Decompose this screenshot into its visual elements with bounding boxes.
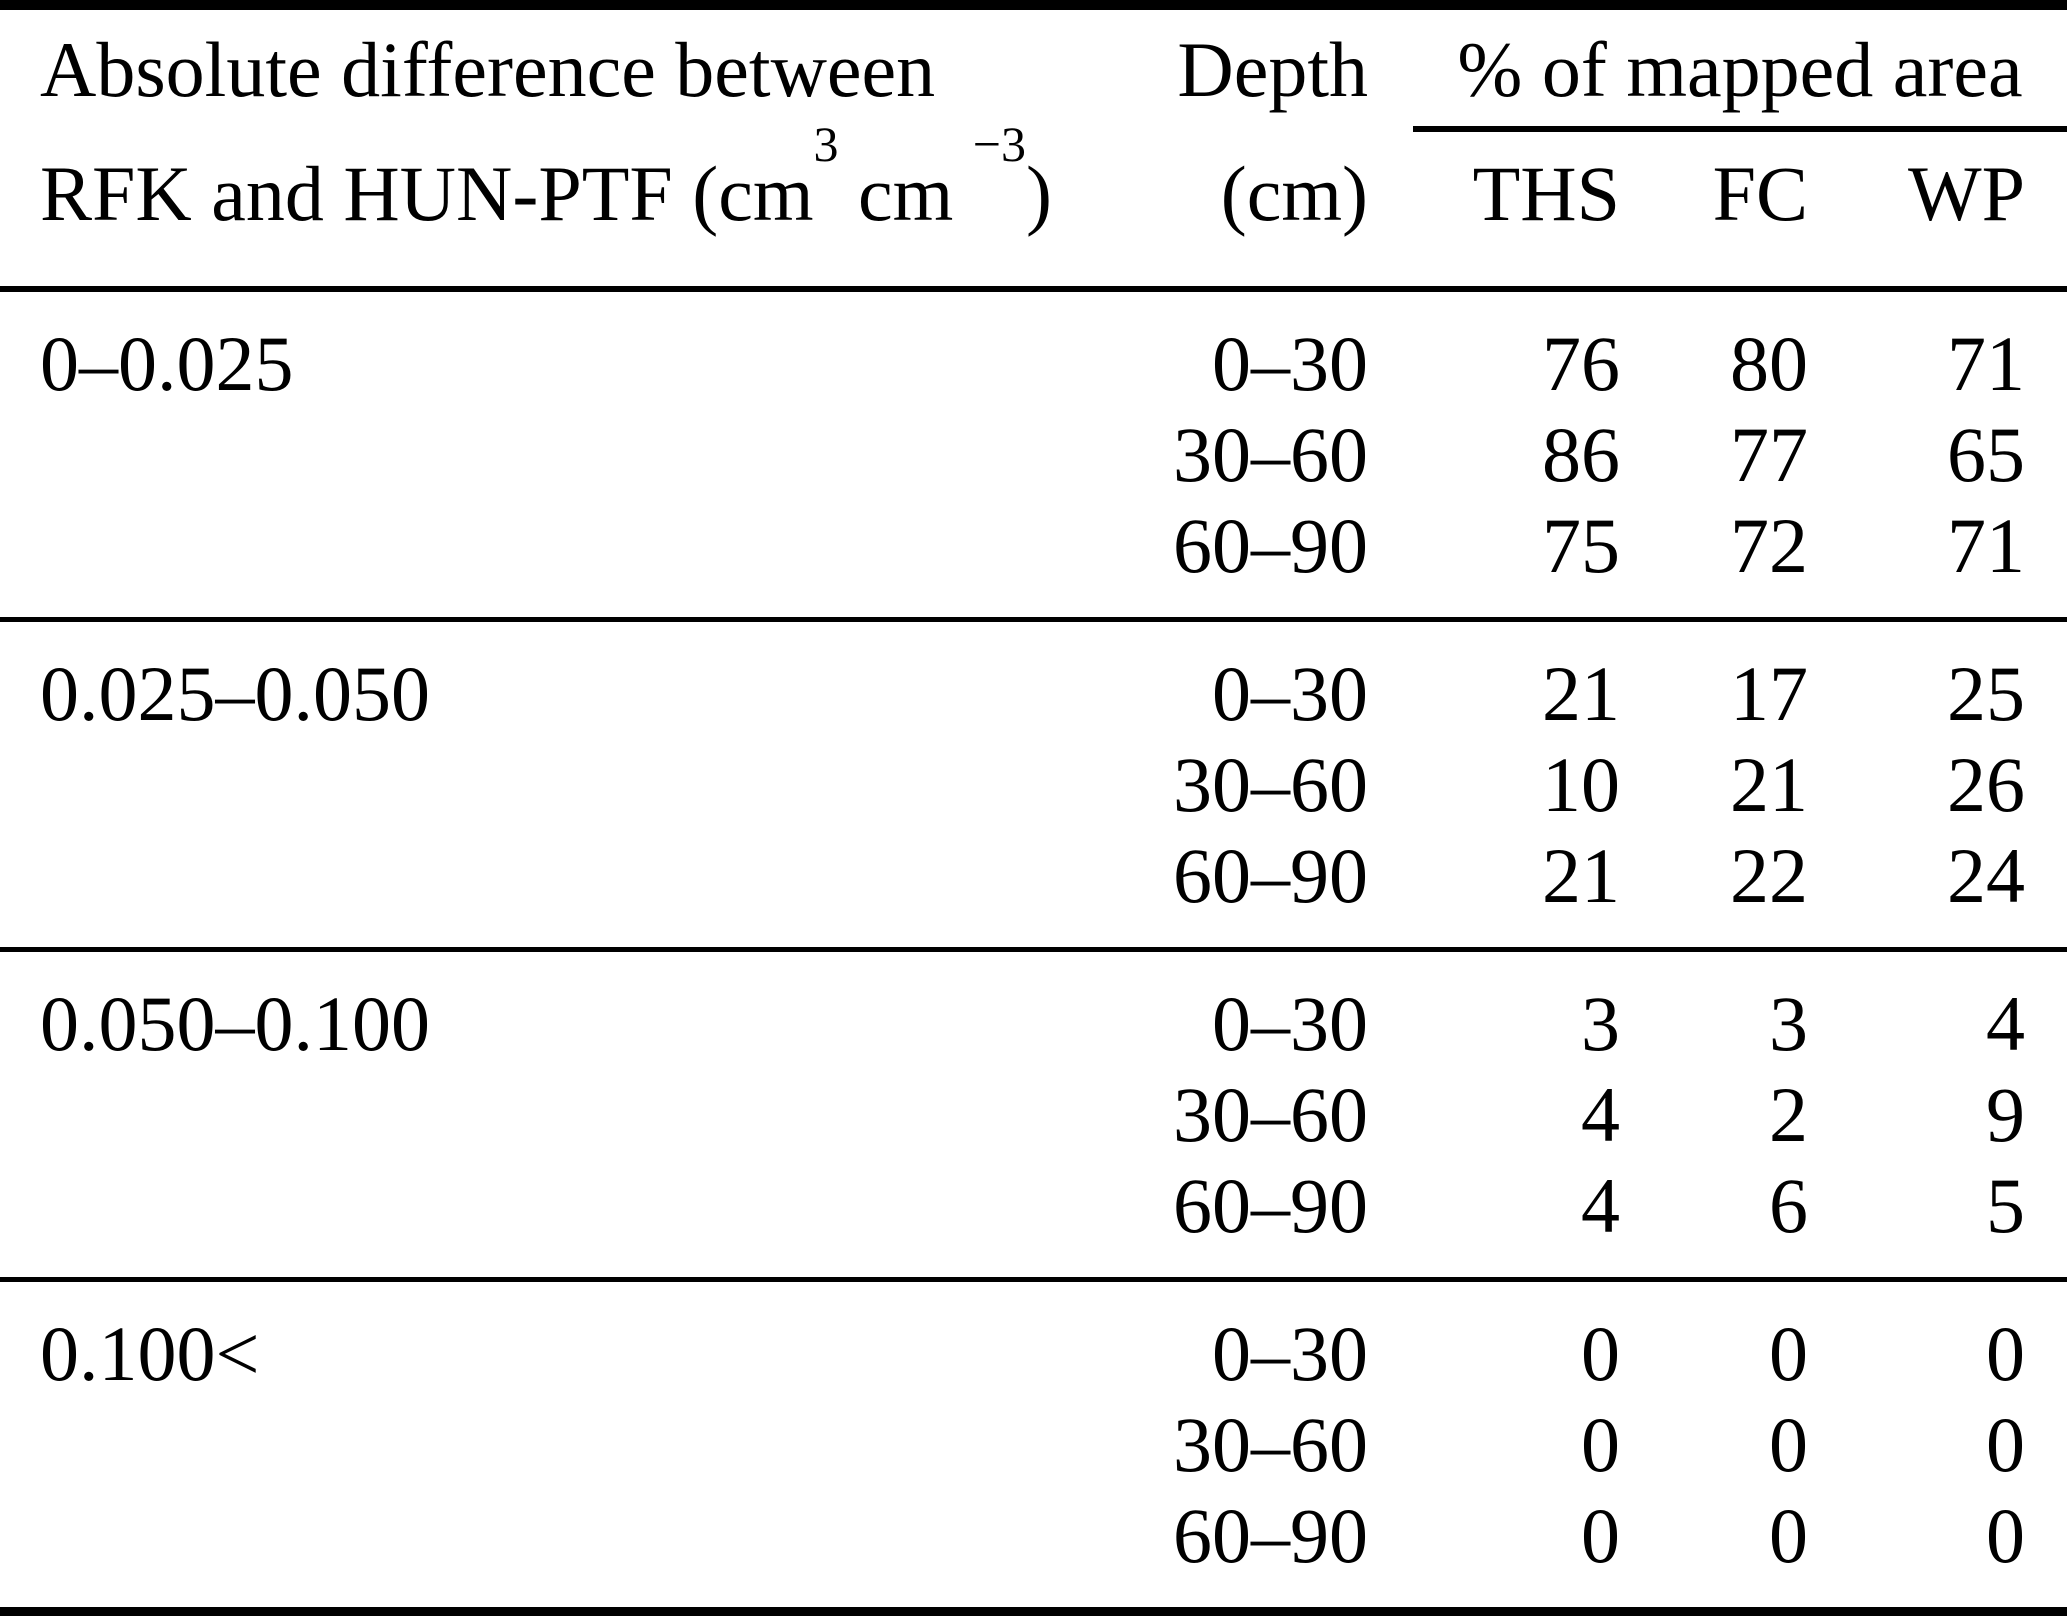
table-row: 0.050–0.100 0–30 3 3 4 — [0, 947, 2067, 1280]
header-wp-column: WP — [1808, 132, 2067, 292]
wp-value-cell: 4 — [1808, 947, 2067, 1069]
ths-value-cell: 3 — [1368, 947, 1620, 1069]
header-row-1: Absolute difference between Depth % of m… — [0, 5, 2067, 132]
units-superscript-minus3: −3 — [972, 116, 1026, 172]
header-spanner-cell: % of mapped area — [1368, 5, 2067, 132]
header-depth-line2: (cm) — [1068, 132, 1368, 292]
ths-value-cell: 76 — [1542, 320, 1620, 407]
depth-cell: 60–90 — [1173, 1162, 1368, 1249]
table-row: 60–90 21 22 24 — [0, 830, 2067, 950]
ths-value-cell: 4 — [1581, 1071, 1620, 1158]
ths-value-cell: 0 — [1581, 1492, 1620, 1579]
fc-value-cell: 21 — [1730, 741, 1808, 828]
wp-value-cell: 24 — [1947, 832, 2026, 919]
mapped-area-spanner: % of mapped area — [1413, 30, 2067, 132]
units-middle: cm — [838, 150, 973, 237]
wp-value-cell: 9 — [1986, 1071, 2026, 1158]
fc-value-cell: 77 — [1730, 411, 1808, 498]
depth-cell: 30–60 — [1173, 1071, 1368, 1158]
table-row: 60–90 4 6 5 — [0, 1160, 2067, 1280]
fc-value-cell: 17 — [1620, 617, 1808, 739]
table-row: 30–60 0 0 0 — [0, 1399, 2067, 1490]
ths-value-cell: 0 — [1581, 1401, 1620, 1488]
wp-value-cell: 0 — [1986, 1401, 2026, 1488]
table-row: 0.100< 0–30 0 0 0 — [0, 1277, 2067, 1612]
ths-value-cell: 86 — [1542, 411, 1620, 498]
fc-value-cell: 0 — [1769, 1401, 1808, 1488]
depth-cell: 30–60 — [1173, 411, 1368, 498]
ths-value-cell: 75 — [1542, 502, 1620, 589]
depth-cell: 30–60 — [1173, 1401, 1368, 1488]
fc-value-cell: 0 — [1769, 1492, 1808, 1579]
wp-value-cell: 71 — [1947, 320, 2026, 407]
header-ths-column: THS — [1368, 132, 1620, 292]
header-row-2: RFK and HUN-PTF (cm3 cm −3) (cm) THS FC … — [0, 119, 2067, 292]
fc-value-cell: 2 — [1769, 1071, 1808, 1158]
table-row: 30–60 86 77 65 — [0, 409, 2067, 500]
table-row: 0–0.025 0–30 76 80 71 — [0, 289, 2067, 409]
wp-value-cell: 25 — [1808, 617, 2067, 739]
wp-value-cell: 0 — [1986, 1492, 2026, 1579]
ths-value-cell: 21 — [1368, 617, 1620, 739]
units-superscript-3: 3 — [813, 116, 839, 172]
group-label-cell: 0.100< — [0, 1277, 1068, 1612]
fc-value-cell: 0 — [1620, 1277, 1808, 1399]
wp-value-cell: 65 — [1947, 411, 2026, 498]
depth-cell: 0–30 — [1068, 1277, 1368, 1399]
fc-value-cell: 6 — [1769, 1162, 1808, 1249]
table-row: 30–60 10 21 26 — [0, 739, 2067, 830]
depth-cell: 60–90 — [1173, 1492, 1368, 1579]
table-row: 60–90 75 72 71 — [0, 500, 2067, 620]
wp-value-cell: 5 — [1986, 1162, 2026, 1249]
ths-value-cell: 21 — [1542, 832, 1620, 919]
table-row: 0.025–0.050 0–30 21 17 25 — [0, 617, 2067, 950]
depth-cell: 60–90 — [1173, 832, 1368, 919]
ths-value-cell: 4 — [1581, 1162, 1620, 1249]
header-absolute-difference-line1: Absolute difference between — [40, 26, 936, 113]
depth-cell: 0–30 — [1212, 320, 1368, 407]
table-header: Absolute difference between Depth % of m… — [0, 5, 2067, 292]
fc-value-cell: 3 — [1620, 947, 1808, 1069]
header-depth-line1: Depth — [1177, 26, 1368, 113]
table-row: 30–60 4 2 9 — [0, 1069, 2067, 1160]
fc-value-cell: 80 — [1730, 320, 1808, 407]
table-body: 0–0.025 0–30 76 80 71 30–60 86 77 65 60–… — [0, 289, 2067, 1612]
wp-value-cell: 71 — [1947, 502, 2026, 589]
fc-value-cell: 72 — [1730, 502, 1808, 589]
header-fc-column: FC — [1620, 132, 1808, 292]
wp-value-cell: 26 — [1947, 741, 2026, 828]
wp-value-cell: 0 — [1808, 1277, 2067, 1399]
header-absolute-difference-line2: RFK and HUN-PTF (cm3 cm −3) — [0, 119, 1068, 292]
group-label-cell: 0.050–0.100 — [0, 947, 1068, 1280]
depth-cell: 30–60 — [1173, 741, 1368, 828]
units-suffix: ) — [1026, 150, 1052, 237]
units-prefix: RFK and HUN-PTF (cm — [40, 150, 814, 237]
group-label-cell: 0.025–0.050 — [0, 617, 1068, 950]
depth-cell: 60–90 — [1173, 502, 1368, 589]
group-label-cell: 0–0.025 — [40, 320, 294, 407]
table-row: 60–90 0 0 0 — [0, 1490, 2067, 1612]
fc-value-cell: 22 — [1730, 832, 1808, 919]
mapped-area-spanner-label: % of mapped area — [1457, 26, 2023, 113]
depth-cell: 0–30 — [1068, 617, 1368, 739]
ths-value-cell: 10 — [1542, 741, 1620, 828]
ths-value-cell: 0 — [1368, 1277, 1620, 1399]
depth-cell: 0–30 — [1068, 947, 1368, 1069]
